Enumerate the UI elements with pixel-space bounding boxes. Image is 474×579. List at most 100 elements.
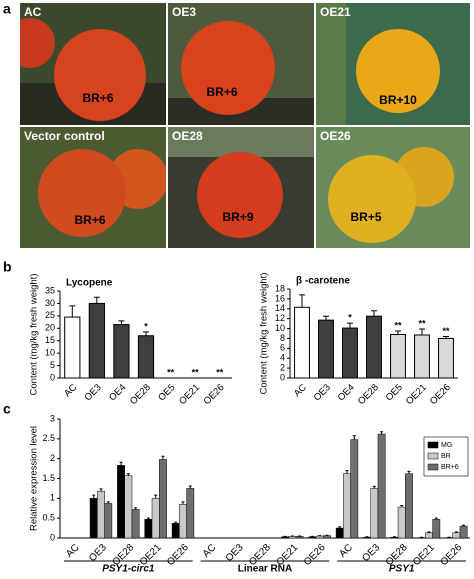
y-tick-label: 0.5	[42, 513, 55, 523]
bar	[439, 338, 454, 378]
y-tick-label: 16	[275, 293, 285, 303]
y-tick-label: 20	[45, 323, 55, 333]
bar	[398, 507, 405, 538]
error-bar	[347, 323, 353, 328]
significance-mark: *	[144, 321, 148, 331]
panel-label: c	[3, 401, 11, 417]
bar	[187, 488, 194, 538]
chart-title: Lycopene	[66, 278, 113, 289]
photo-label: OE21	[320, 5, 351, 19]
error-bar	[100, 489, 103, 491]
y-tick-label: 3	[50, 413, 55, 423]
y-tick-label: 0	[280, 372, 285, 382]
x-tick-label: OE26	[438, 542, 464, 568]
error-bar	[92, 495, 95, 498]
bar	[319, 320, 334, 378]
x-tick-label: OE4	[107, 382, 128, 403]
bar	[323, 536, 330, 538]
bar	[378, 434, 385, 538]
y-tick-label: 12	[275, 313, 285, 323]
bar	[316, 536, 323, 538]
y-tick-label: 10	[45, 348, 55, 358]
photo-stage: BR+9	[222, 210, 253, 224]
error-bar	[346, 471, 349, 474]
group-label: Linear RNA	[238, 564, 292, 574]
x-tick-label: OE5	[384, 382, 405, 403]
x-tick-label: OE26	[302, 542, 328, 568]
photo-stage: BR+6	[82, 91, 113, 105]
bar	[363, 537, 370, 538]
bar	[343, 328, 358, 378]
significance-mark: **	[418, 318, 426, 328]
error-bar	[299, 295, 305, 307]
panel-label: b	[3, 259, 12, 275]
bar	[453, 533, 460, 538]
photo-stage: BR+6	[74, 213, 105, 227]
error-bar	[189, 486, 192, 488]
y-tick-label: 30	[45, 298, 55, 308]
bar	[415, 335, 430, 378]
error-bar	[353, 436, 356, 440]
y-tick-label: 14	[275, 303, 285, 313]
y-tick-label: 4	[280, 353, 285, 363]
bar	[132, 509, 139, 538]
chart-title: β -carotene	[296, 276, 350, 287]
bar	[433, 519, 440, 538]
legend-swatch	[428, 464, 438, 470]
photo: OE28 BR+9	[168, 127, 314, 248]
panel-label: a	[3, 1, 11, 17]
error-bar	[161, 456, 164, 459]
group-label: PSY1-circ1	[102, 564, 155, 574]
y-tick-label: 35	[45, 285, 55, 295]
y-axis-label: Relative expression level	[29, 426, 40, 531]
x-tick-label: AC	[62, 382, 79, 399]
legend-swatch	[428, 442, 438, 448]
y-tick-label: 10	[275, 323, 285, 333]
error-bar	[323, 316, 329, 320]
significance-mark: **	[394, 320, 402, 330]
bar	[296, 536, 303, 538]
bar	[145, 519, 152, 538]
bar	[336, 528, 343, 538]
bar	[117, 465, 124, 538]
error-bar	[127, 474, 130, 476]
bar	[105, 503, 112, 538]
error-bar	[118, 321, 124, 325]
legend-label: BR+6	[441, 464, 459, 471]
significance-mark: *	[348, 312, 352, 322]
x-tick-label: AC	[292, 382, 309, 399]
y-tick-label: 0	[50, 372, 55, 382]
photo-label: AC	[24, 5, 42, 19]
bar	[371, 488, 378, 538]
photo-label: OE3	[172, 5, 196, 19]
bar	[309, 537, 316, 538]
y-tick-label: 2.5	[42, 433, 55, 443]
error-bar	[182, 502, 185, 504]
group-label: PSY1	[389, 564, 415, 574]
photo: OE26 BR+5	[316, 127, 470, 248]
x-tick-label: OE28	[356, 382, 381, 407]
error-bar	[373, 486, 376, 488]
legend-swatch	[428, 453, 438, 459]
bar	[367, 316, 382, 378]
y-tick-label: 15	[45, 335, 55, 345]
x-tick-label: OE21	[404, 382, 429, 407]
significance-mark: **	[192, 367, 200, 377]
x-tick-label: OE5	[156, 382, 177, 403]
bar	[114, 325, 129, 378]
x-tick-label: OE3	[312, 382, 333, 403]
bar	[391, 334, 406, 378]
x-tick-label: OE26	[202, 382, 227, 407]
significance-mark: **	[167, 367, 175, 377]
legend-label: BR	[441, 453, 451, 460]
error-bar	[120, 462, 123, 465]
error-bar	[395, 331, 401, 334]
y-tick-label: 6	[280, 343, 285, 353]
photo: OE21 BR+10	[316, 3, 470, 125]
significance-mark: **	[216, 367, 224, 377]
error-bar	[380, 432, 383, 434]
x-tick-label: OE26	[165, 542, 191, 568]
y-tick-label: 2	[280, 362, 285, 372]
y-tick-label: 8	[280, 333, 285, 343]
